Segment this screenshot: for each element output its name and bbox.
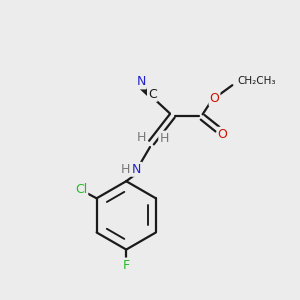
Text: CH₂CH₃: CH₂CH₃ [237, 76, 276, 86]
Text: H: H [121, 163, 130, 176]
Text: H: H [136, 131, 146, 144]
Text: F: F [123, 259, 130, 272]
Text: O: O [210, 92, 219, 105]
Text: Cl: Cl [75, 183, 87, 196]
Text: N: N [132, 163, 141, 176]
Text: C: C [148, 88, 157, 101]
Text: O: O [218, 128, 227, 141]
Text: N: N [136, 75, 146, 88]
Text: H: H [159, 132, 169, 145]
